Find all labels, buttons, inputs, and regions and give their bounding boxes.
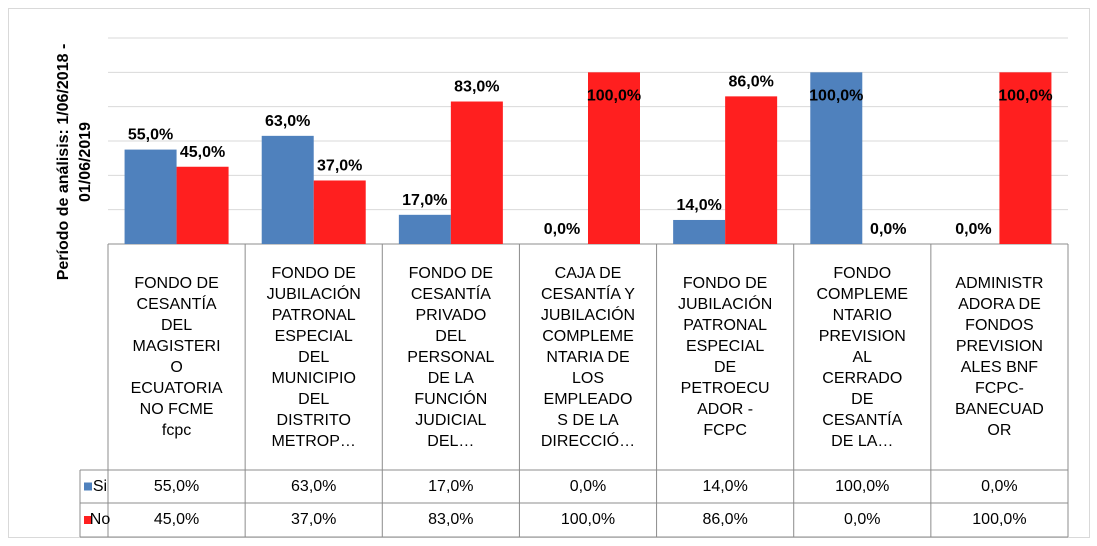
y-axis-label: Período de análisis: 1/06/2018 - 01/06/2… — [55, 43, 94, 281]
data-label: 0,0% — [955, 221, 991, 238]
data-label: 100,0% — [587, 87, 641, 104]
data-label: 17,0% — [402, 192, 447, 209]
bar — [673, 219, 726, 244]
category-label: ADMINISTR ADORA DE FONDOS PREVISION ALES… — [954, 275, 1044, 439]
table-cell: 83,0% — [428, 511, 474, 528]
data-label: 83,0% — [454, 79, 499, 96]
data-label: 55,0% — [128, 127, 173, 144]
category-label: FONDO DE CESANTÍA PRIVADO DEL PERSONAL D… — [407, 264, 495, 450]
bar — [124, 149, 177, 244]
data-label: 86,0% — [728, 73, 773, 90]
legend-swatch — [84, 516, 92, 524]
category-label: FONDO COMPLEME NTARIO PREVISION AL CERRA… — [816, 264, 909, 450]
data-label: 63,0% — [265, 113, 310, 130]
bar — [999, 72, 1052, 244]
data-label: 37,0% — [317, 157, 362, 174]
category-label: FONDO DE JUBILACIÓN PATRONAL ESPECIAL DE… — [678, 275, 773, 439]
data-label: 0,0% — [870, 221, 906, 238]
data-label: 100,0% — [809, 87, 863, 104]
legend-label: No — [89, 511, 111, 528]
category-label: FONDO DE CESANTÍA DEL MAGISTERI O ECUATO… — [130, 275, 223, 439]
table-cell: 100,0% — [835, 477, 890, 495]
category-label: CAJA DE CESANTÍA Y JUBILACIÓN COMPLEME N… — [540, 264, 636, 450]
table-cell: 0,0% — [981, 477, 1018, 495]
bar — [176, 166, 229, 244]
table-cell: 0,0% — [844, 511, 881, 528]
data-label: 45,0% — [180, 144, 225, 161]
data-label: 14,0% — [676, 197, 721, 214]
table-cell: 14,0% — [702, 477, 748, 495]
table-cell: 17,0% — [428, 477, 474, 495]
table-cell: 45,0% — [153, 511, 200, 528]
bar — [810, 72, 863, 244]
table-cell: 86,0% — [702, 511, 748, 528]
legend-label: Si — [92, 477, 108, 495]
table-cell: 100,0% — [972, 511, 1027, 528]
table-cell: 37,0% — [291, 511, 337, 528]
bar — [313, 180, 366, 244]
table-cell: 63,0% — [291, 477, 337, 495]
bar — [588, 72, 640, 244]
table-cell: 100,0% — [560, 511, 616, 528]
data-label: 0,0% — [544, 221, 580, 238]
bar — [725, 96, 778, 244]
bar — [450, 101, 503, 245]
bar — [261, 135, 314, 244]
bar — [398, 214, 451, 244]
data-label: 100,0% — [998, 87, 1052, 104]
table-cell: 55,0% — [153, 477, 200, 495]
table-cell: 0,0% — [569, 477, 607, 495]
legend-swatch — [84, 482, 92, 491]
category-label: FONDO DE JUBILACIÓN PATRONAL ESPECIAL DE… — [266, 264, 361, 450]
